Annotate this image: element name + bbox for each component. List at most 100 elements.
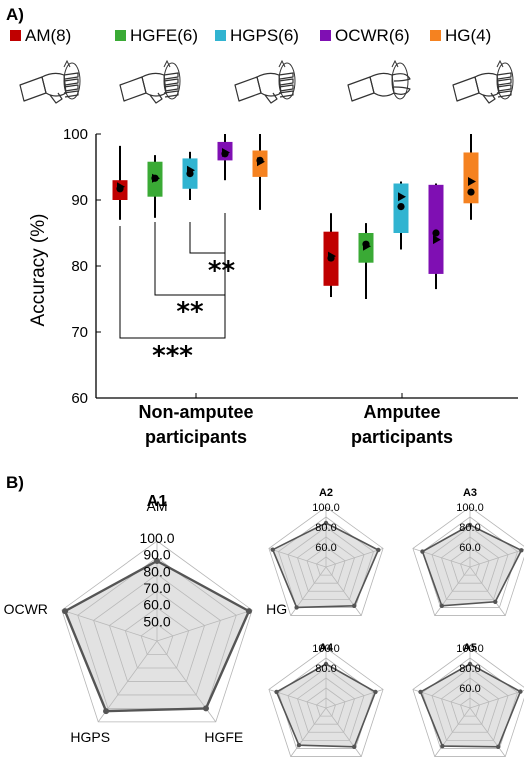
radar-ring bbox=[316, 697, 336, 717]
radar-point bbox=[418, 689, 423, 695]
radar-ring bbox=[460, 697, 480, 717]
box-1-1 bbox=[358, 223, 374, 299]
significance-bracket bbox=[189, 213, 226, 254]
significance-bracket bbox=[119, 213, 226, 339]
box-3-1 bbox=[428, 183, 444, 290]
radar-title: A5 bbox=[463, 642, 477, 654]
y-tick-label: 60 bbox=[71, 390, 88, 407]
radar-title: A1 bbox=[147, 493, 168, 510]
gesture-icons bbox=[19, 59, 514, 104]
radar-point bbox=[103, 708, 110, 715]
box-4-1 bbox=[463, 134, 479, 220]
radar-ring bbox=[431, 526, 509, 600]
radar-point bbox=[154, 558, 160, 564]
radar-ring-label: 80.0 bbox=[459, 522, 480, 534]
radar-title: A3 bbox=[463, 487, 477, 499]
radar-ring bbox=[450, 687, 490, 725]
radar-ring-label: 100.0 bbox=[312, 502, 340, 514]
radar-point bbox=[440, 743, 445, 749]
radar-point bbox=[352, 744, 357, 750]
radar-spoke bbox=[434, 707, 471, 757]
radar-series bbox=[419, 663, 522, 748]
radar-axis-label: HGFE bbox=[204, 729, 243, 745]
radar-ring bbox=[93, 573, 221, 696]
y-tick-label: 100 bbox=[63, 126, 88, 143]
radar-point bbox=[202, 705, 209, 712]
radar-ring-label: 50.0 bbox=[143, 613, 170, 629]
box-4-0 bbox=[252, 134, 268, 210]
legend-swatch bbox=[115, 30, 126, 41]
box-1-0 bbox=[147, 155, 163, 218]
radar-ring bbox=[277, 516, 375, 608]
legend-label: HGPS(6) bbox=[230, 26, 299, 45]
radar-spoke bbox=[325, 548, 384, 568]
radar-ring bbox=[306, 687, 346, 725]
legend-swatch bbox=[215, 30, 226, 41]
radar-ring-label: 80.0 bbox=[143, 563, 170, 579]
radar-spoke bbox=[469, 566, 506, 616]
radar-ring bbox=[450, 546, 490, 584]
radar-ring bbox=[412, 506, 524, 616]
panel-b-label: B) bbox=[6, 473, 24, 492]
radar-point bbox=[376, 547, 381, 553]
legend-label: HGFE(6) bbox=[130, 26, 198, 45]
mean-marker bbox=[398, 192, 406, 202]
radar-ring bbox=[108, 590, 206, 682]
radar-point bbox=[62, 608, 69, 615]
median-marker bbox=[397, 203, 405, 211]
legend-label: HG(4) bbox=[445, 26, 491, 45]
radar-axis-label: HGPS bbox=[70, 729, 110, 745]
radar-ring bbox=[440, 677, 500, 733]
hand-flex-rotate-icon bbox=[119, 59, 181, 104]
radar-series bbox=[63, 559, 251, 713]
hand-pronate-rotate-icon bbox=[234, 59, 296, 104]
box-body bbox=[428, 184, 444, 274]
radar-point bbox=[373, 689, 378, 695]
y-tick-label: 80 bbox=[71, 258, 88, 275]
radar-ring-label: 80.0 bbox=[315, 663, 336, 675]
legend-swatch bbox=[430, 30, 441, 41]
group-label-nonamputee-2: participants bbox=[145, 427, 247, 447]
radar-point bbox=[518, 689, 523, 694]
radar-point bbox=[274, 689, 279, 695]
significance-label: *** bbox=[152, 341, 193, 371]
radar-ring-label: 80.0 bbox=[315, 522, 336, 534]
hand-grasp-rotate-icon bbox=[452, 59, 514, 104]
radar-axis-label: AM bbox=[147, 498, 168, 514]
radar-point bbox=[294, 605, 299, 610]
hand-open-rotate-icon bbox=[19, 59, 81, 104]
median-marker bbox=[467, 188, 475, 196]
mean-marker bbox=[117, 182, 125, 192]
mean-marker bbox=[468, 177, 476, 187]
y-tick-label: 70 bbox=[71, 324, 88, 341]
box-2-1 bbox=[393, 181, 409, 250]
radar-point bbox=[352, 603, 357, 609]
legend-swatch bbox=[10, 30, 21, 41]
radar-ring-label: 60.0 bbox=[315, 542, 336, 554]
panel-a-label: A) bbox=[6, 5, 24, 24]
group-label-nonamputee-1: Non-amputee bbox=[138, 402, 253, 422]
hand-pinch-icon bbox=[347, 59, 411, 102]
radar-ring-label: 70.0 bbox=[143, 580, 170, 596]
radar-ring bbox=[296, 536, 356, 592]
significance-label: ** bbox=[208, 256, 236, 286]
radar-point bbox=[439, 603, 444, 609]
radar-ring-label: 60.0 bbox=[459, 542, 480, 554]
radar-ring-label: 100.0 bbox=[312, 643, 340, 655]
mean-marker bbox=[152, 173, 160, 183]
radar-spoke bbox=[268, 548, 327, 568]
radar-series bbox=[421, 524, 523, 607]
radar-ring bbox=[296, 677, 356, 733]
box-0-0 bbox=[112, 145, 128, 220]
radar-ring-label: 100.0 bbox=[456, 502, 484, 514]
group-label-amputee-1: Amputee bbox=[363, 402, 440, 422]
radar-ring-label: 60.0 bbox=[143, 597, 170, 613]
radar-A1: A1 100.090.080.070.060.050.0 AM HG HGFE HGPS O… bbox=[4, 493, 288, 745]
mean-marker bbox=[222, 147, 230, 157]
radar-spoke bbox=[61, 609, 158, 642]
radar-title: A2 bbox=[319, 487, 333, 499]
